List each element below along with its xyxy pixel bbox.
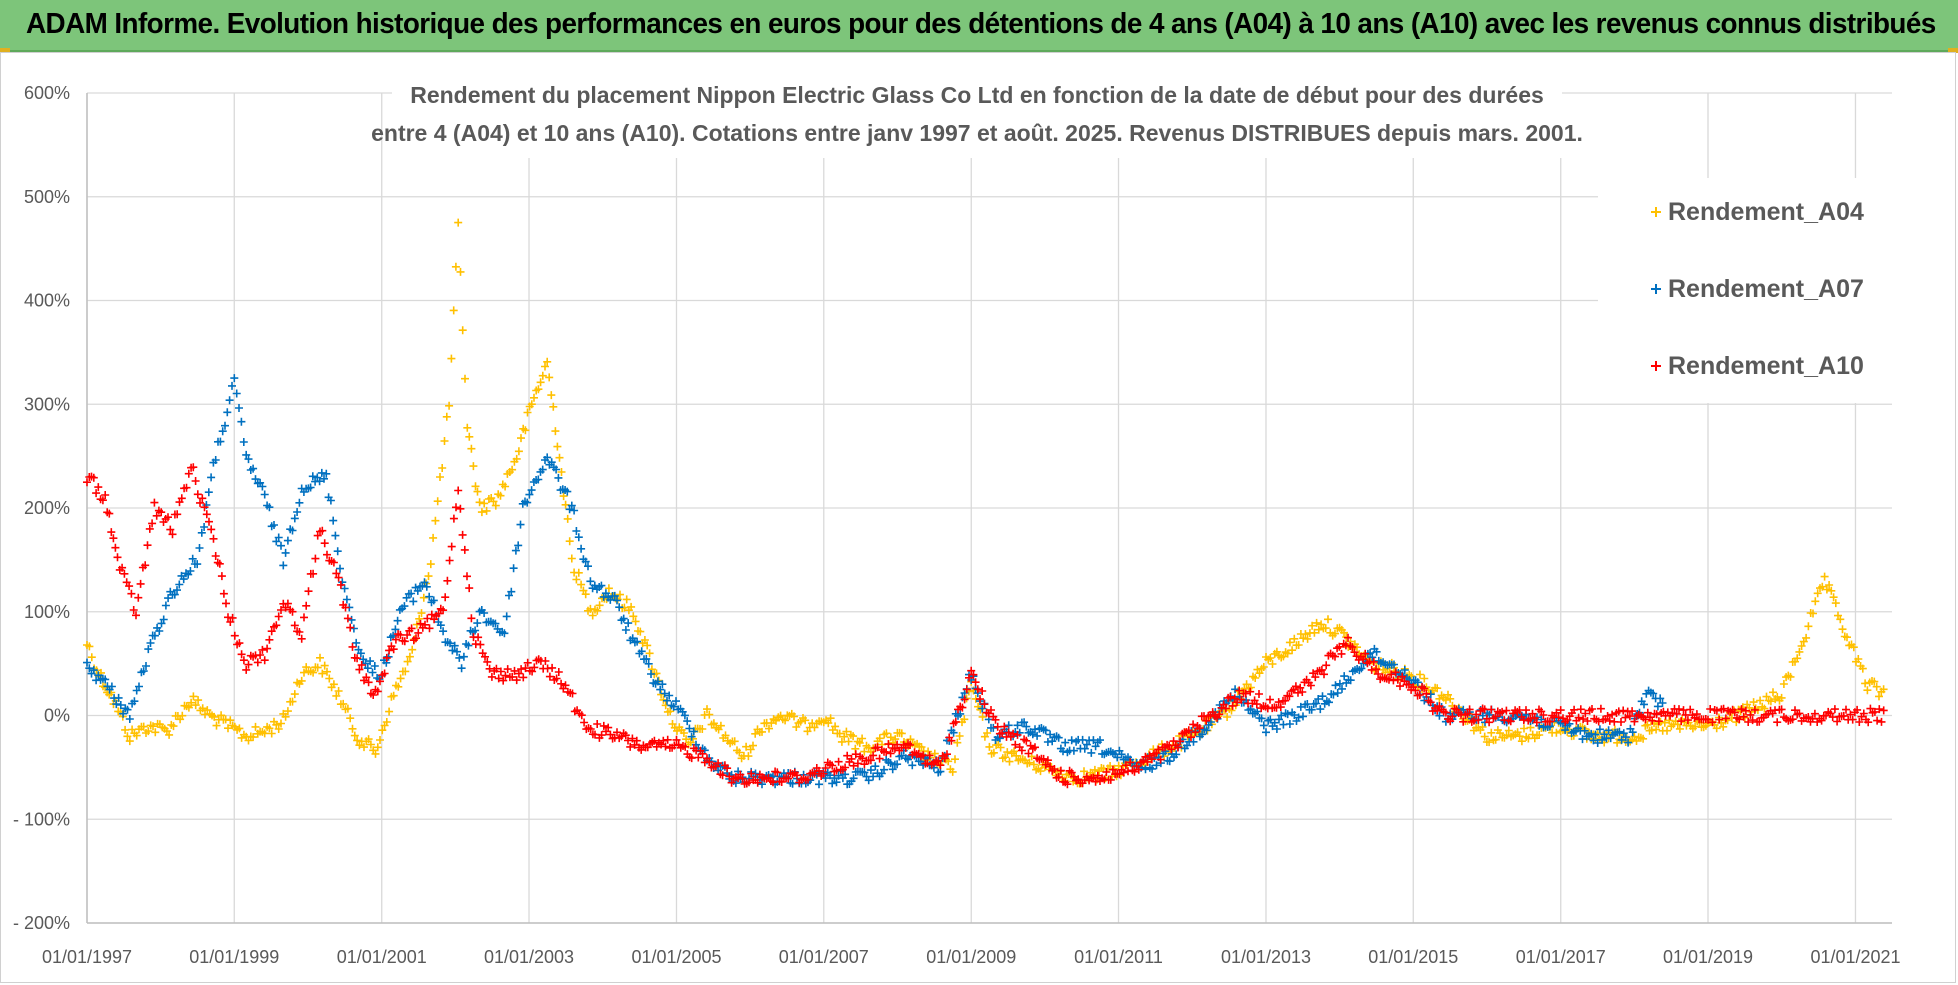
y-tick-label: 500% xyxy=(24,187,70,207)
x-tick-label: 01/01/2011 xyxy=(1074,947,1163,967)
legend-background xyxy=(1598,178,1893,403)
chart-frame xyxy=(0,52,1956,983)
x-axis-ticks: 01/01/1997 01/01/1999 01/01/2001 01/01/2003… xyxy=(42,947,1901,967)
y-tick-label: 0% xyxy=(44,706,70,726)
x-tick-label: 01/01/2009 xyxy=(926,947,1016,967)
grid-lines xyxy=(86,92,1892,924)
legend-marker-icon xyxy=(1651,207,1661,217)
y-tick-label: 200% xyxy=(24,498,70,518)
x-tick-label: 01/01/1999 xyxy=(189,947,279,967)
x-tick-label: 01/01/2017 xyxy=(1516,947,1606,967)
x-tick-label: 01/01/2007 xyxy=(779,947,869,967)
series-markers-Rendement_A07 xyxy=(83,374,1667,789)
series-Rendement_A07 xyxy=(83,374,1667,789)
chart-title-line-1: Rendement du placement Nippon Electric G… xyxy=(410,82,1544,108)
series-markers-Rendement_A04 xyxy=(83,218,1888,788)
x-tick-label: 01/01/2019 xyxy=(1663,947,1753,967)
legend: Rendement_A04 Rendement_A07 Rendement_A10 xyxy=(1651,198,1864,380)
data-marks xyxy=(83,218,1888,789)
page-title: ADAM Informe. Evolution historique des p… xyxy=(26,8,1936,40)
header-banner: ADAM Informe. Evolution historique des p… xyxy=(0,0,1958,52)
x-tick-label: 01/01/2005 xyxy=(631,947,721,967)
legend-marker-icon xyxy=(1651,361,1661,371)
x-tick-label: 01/01/2013 xyxy=(1221,947,1311,967)
y-axis-ticks: 600% 500% 400% 300% 200% 100% 0% - 100% - 200% xyxy=(13,83,70,933)
series-Rendement_A10 xyxy=(83,463,1888,789)
y-tick-label: - 100% xyxy=(13,809,70,829)
legend-marker-icon xyxy=(1651,284,1661,294)
legend-item: Rendement_A10 xyxy=(1651,352,1864,380)
corner-marker-right xyxy=(1948,48,1958,53)
legend-label: Rendement_A07 xyxy=(1668,275,1864,303)
y-tick-label: 600% xyxy=(24,83,70,103)
chart-title-background xyxy=(392,78,1562,158)
y-tick-label: 300% xyxy=(24,394,70,414)
x-tick-label: 01/01/2021 xyxy=(1810,947,1900,967)
x-tick-label: 01/01/2003 xyxy=(484,947,574,967)
corner-marker-left xyxy=(0,48,10,53)
series-markers-Rendement_A10 xyxy=(83,463,1888,789)
x-tick-label: 01/01/2015 xyxy=(1368,947,1458,967)
legend-item: Rendement_A07 xyxy=(1651,275,1864,303)
y-tick-label: 400% xyxy=(24,291,70,311)
y-tick-label: 100% xyxy=(24,602,70,622)
legend-label: Rendement_A04 xyxy=(1668,198,1864,226)
legend-label: Rendement_A10 xyxy=(1668,352,1864,380)
y-tick-label: - 200% xyxy=(13,913,70,933)
series-Rendement_A04 xyxy=(83,218,1888,788)
x-tick-label: 01/01/2001 xyxy=(337,947,427,967)
legend-item: Rendement_A04 xyxy=(1651,198,1864,226)
x-tick-label: 01/01/1997 xyxy=(42,947,132,967)
chart-title-line-2: entre 4 (A04) et 10 ans (A10). Cotations… xyxy=(371,120,1583,146)
